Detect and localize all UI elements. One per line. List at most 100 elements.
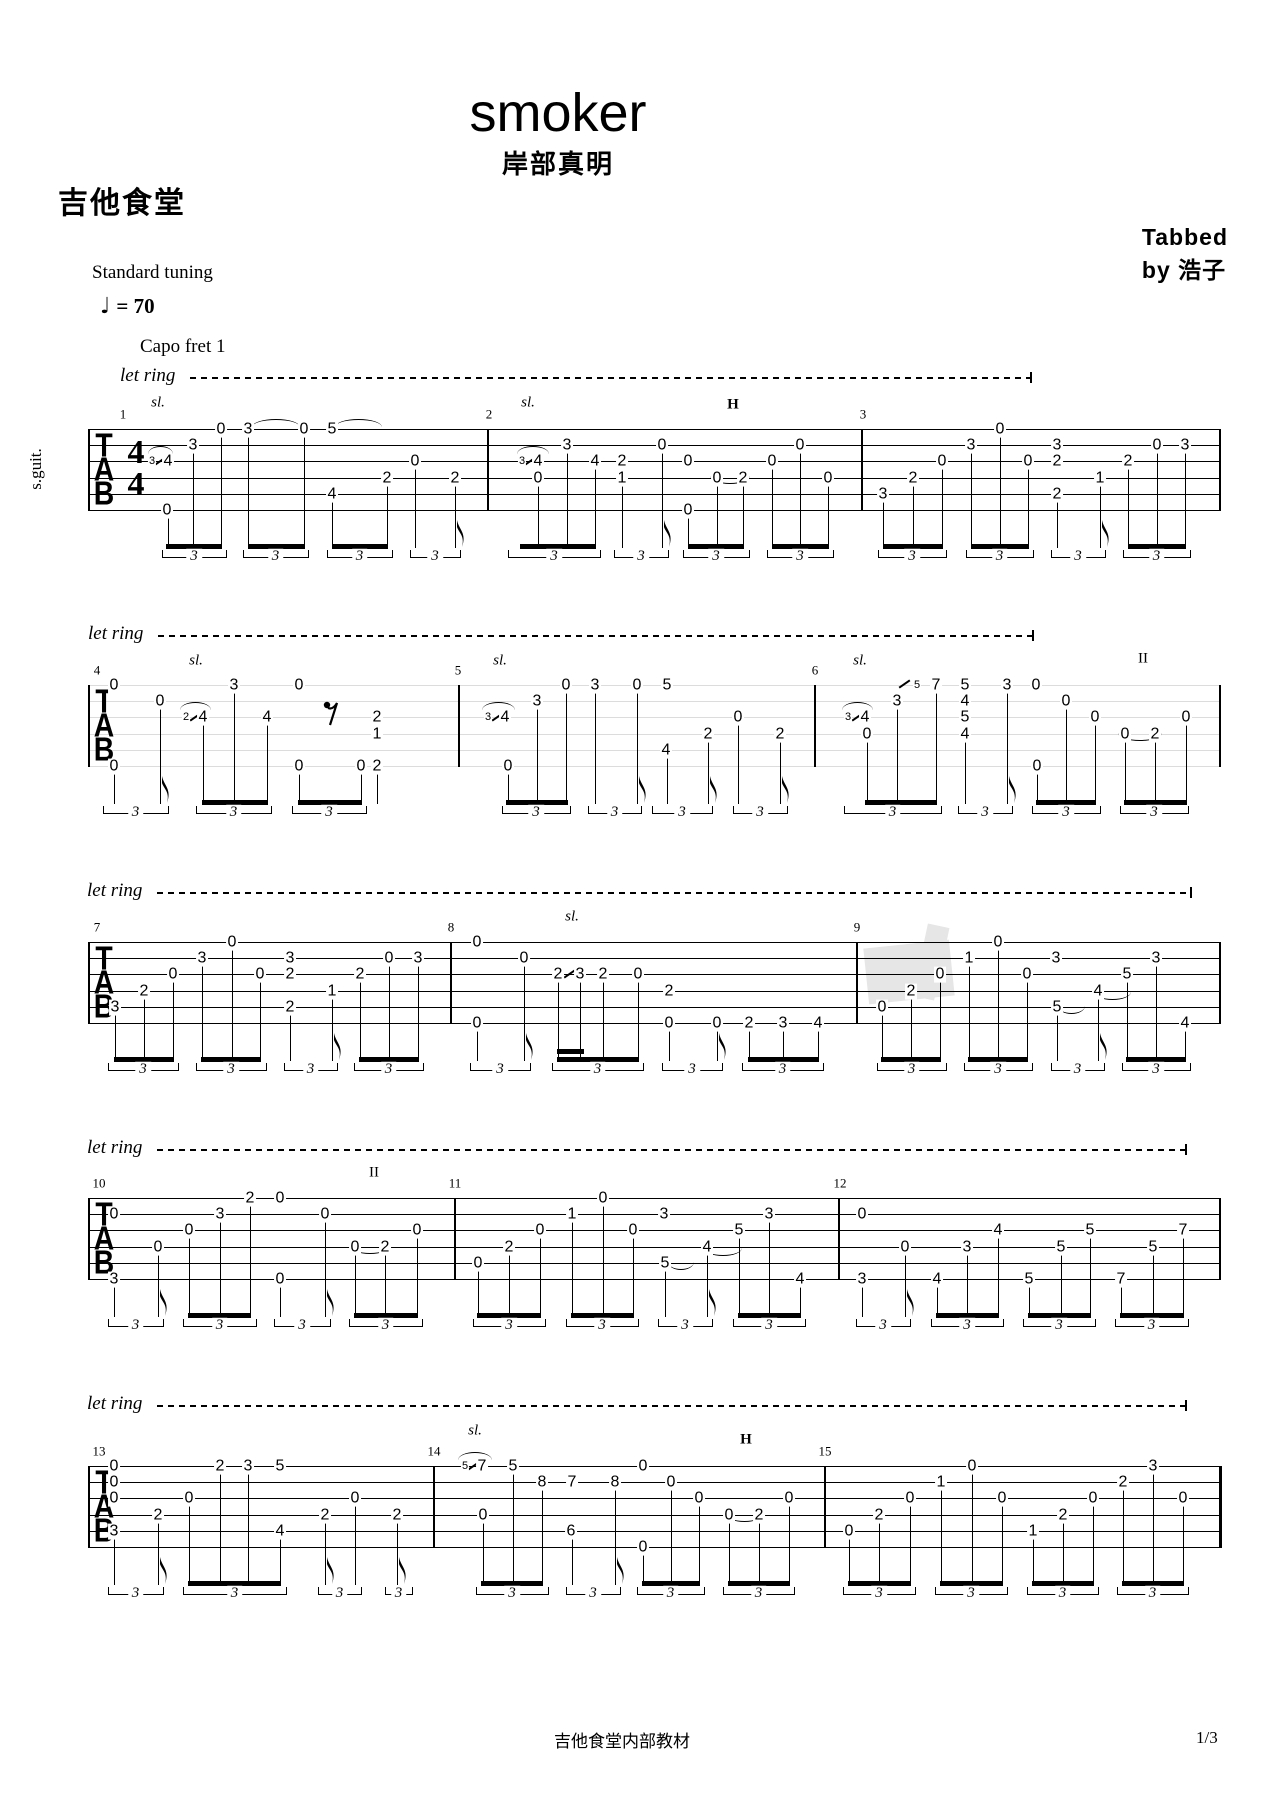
staff-line — [88, 1515, 1220, 1516]
fret-number: 3 — [109, 998, 121, 1016]
fret-number: 1 — [935, 1473, 947, 1491]
fret-number: 3 — [242, 420, 254, 438]
measure-number: 2 — [485, 406, 493, 422]
triplet-number: 3 — [1146, 804, 1162, 820]
note-stem — [738, 725, 740, 804]
triplet-bracket-tick — [641, 806, 643, 814]
fret-number: 0 — [861, 725, 873, 743]
fret-number: 0 — [1087, 1489, 1099, 1507]
fret-number: 3 — [561, 436, 573, 454]
fret-number: 0 — [856, 1205, 868, 1223]
triplet-bracket-tick — [620, 1587, 622, 1595]
note-stem — [193, 453, 195, 548]
triplet-number: 3 — [1070, 548, 1086, 564]
fret-number: 2 — [284, 998, 296, 1016]
triplet-bracket-tick — [712, 1319, 714, 1327]
let-ring-label: let ring — [87, 1137, 143, 1158]
fret-number: 0 — [711, 1014, 723, 1032]
triplet-bracket-tick — [178, 1063, 180, 1071]
triplet-number: 3 — [1054, 1585, 1071, 1601]
eighth-flag-icon — [781, 776, 793, 804]
fret-number: 0 — [682, 501, 694, 519]
note-stem — [783, 1031, 785, 1061]
beam — [968, 1057, 1028, 1062]
staff-line — [88, 1198, 1220, 1199]
slur-arc-down — [668, 1260, 694, 1270]
note-stem — [603, 982, 605, 1061]
fret-number: 3 — [284, 949, 296, 967]
fret-number: 3 — [1051, 436, 1063, 454]
fret-number: 3 — [1150, 949, 1162, 967]
barline — [458, 685, 460, 767]
staff-line — [88, 494, 1220, 495]
slide-mark: sl. — [853, 652, 867, 669]
fret-number: 0 — [723, 1506, 735, 1524]
fret-number: 2 — [284, 965, 296, 983]
eighth-flag-icon — [663, 520, 675, 548]
fret-number: 1 — [566, 1205, 578, 1223]
fret-number: 0 — [108, 1489, 120, 1507]
note-stem — [325, 1523, 327, 1585]
fret-number: 5 — [1051, 998, 1063, 1016]
note-stem — [667, 758, 669, 804]
triplet-number: 3 — [135, 1061, 151, 1077]
beam — [971, 544, 1029, 549]
note-stem — [1185, 453, 1187, 548]
triplet-bracket-tick — [476, 1587, 478, 1595]
fret-number: 0 — [632, 965, 644, 983]
fret-number: 5 — [1055, 1238, 1067, 1256]
measure-number: 10 — [92, 1175, 106, 1191]
beam — [571, 1313, 634, 1318]
beam — [738, 1313, 801, 1318]
fret-number: 2 — [753, 1506, 765, 1524]
eighth-flag-icon — [1101, 520, 1113, 548]
let-ring-line — [157, 892, 1190, 894]
triplet-bracket-tick — [637, 1587, 639, 1595]
note-stem — [937, 1287, 939, 1317]
note-stem — [189, 1506, 191, 1585]
note-stem — [883, 502, 885, 548]
triplet-bracket-tick — [168, 806, 170, 814]
note-stem — [942, 469, 944, 548]
triplet-bracket-tick — [946, 550, 948, 558]
triplet-number: 3 — [750, 1585, 767, 1601]
note-stem — [879, 1523, 881, 1585]
fret-number: 0 — [154, 692, 166, 710]
note-stem — [965, 742, 967, 804]
fret-number: 0 — [293, 757, 305, 775]
instrument-label: s.guit. — [26, 448, 45, 490]
fret-number: 0 — [298, 420, 310, 438]
fret-number: 0 — [843, 1522, 855, 1540]
triplet-number: 3 — [1069, 1061, 1086, 1077]
eighth-flag-icon — [326, 1557, 338, 1585]
fret-number: 5 — [507, 1457, 519, 1475]
note-stem — [299, 774, 301, 804]
triplet-bracket-tick — [683, 550, 685, 558]
fret-number: 0 — [411, 1221, 423, 1239]
eighth-flag-icon — [616, 1557, 628, 1585]
beam — [477, 1313, 541, 1318]
fret-number: 0 — [472, 1254, 484, 1272]
tab-clef-letter: A — [93, 963, 115, 1002]
triplet-number: 3 — [1148, 548, 1165, 564]
fret-number: 2 — [597, 965, 609, 983]
triplet-number: 3 — [351, 548, 368, 564]
staff-line — [88, 958, 1220, 959]
fret-number: 2 — [244, 1189, 256, 1207]
triplet-bracket-tick — [1190, 1063, 1192, 1071]
note-stem — [558, 982, 560, 1061]
staff-end-barline — [1219, 685, 1221, 767]
eighth-rest-icon — [323, 700, 339, 726]
fret-number: 0 — [631, 676, 643, 694]
note-stem — [115, 1015, 117, 1061]
triplet-bracket-tick — [349, 1319, 351, 1327]
fret-number: 0 — [108, 757, 120, 775]
triplet-bracket-tick — [1188, 1319, 1190, 1327]
fret-number: 0 — [274, 1189, 286, 1207]
triplet-bracket-tick — [931, 1319, 933, 1327]
page-title: smoker — [469, 83, 647, 143]
fret-number: 0 — [996, 1489, 1008, 1507]
triplet-bracket-tick — [103, 806, 105, 814]
fret-number: 2 — [616, 452, 628, 470]
fret-number: 5 — [1121, 965, 1133, 983]
